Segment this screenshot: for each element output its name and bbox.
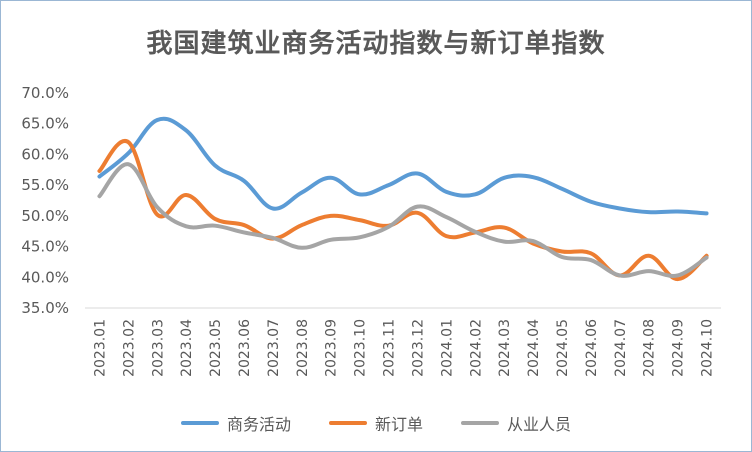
x-tick-label: 2023.10 (353, 319, 369, 377)
series-line (97, 162, 709, 278)
x-tick-label: 2024.06 (584, 319, 600, 377)
series-line (97, 116, 709, 216)
legend-swatch (180, 421, 219, 425)
x-tick-label: 2024.01 (439, 319, 455, 377)
x-tick-label: 2023.11 (382, 319, 398, 377)
x-tick-label: 2023.07 (266, 319, 282, 377)
legend-label: 商务活动 (226, 415, 291, 434)
x-tick-label: 2024.08 (642, 319, 658, 377)
legend-label: 从业人员 (507, 415, 572, 434)
x-tick-label: 2024.10 (700, 319, 716, 377)
x-tick-label: 2024.03 (497, 319, 513, 377)
x-tick-label: 2024.02 (468, 319, 484, 377)
y-tick-label: 45.0% (21, 238, 69, 256)
x-tick-label: 2024.07 (613, 319, 629, 377)
x-tick-label: 2023.03 (150, 319, 166, 377)
legend-item: 从业人员 (461, 411, 571, 435)
x-tick-label: 2023.06 (237, 319, 253, 377)
legend-swatch (328, 421, 367, 425)
x-tick-label: 2024.09 (671, 319, 687, 377)
x-tick-label: 2023.09 (324, 319, 340, 377)
y-tick-label: 50.0% (21, 207, 69, 225)
y-tick-label: 55.0% (21, 176, 69, 194)
y-tick-label: 70.0% (21, 84, 69, 102)
chart-legend: 商务活动 新订单 从业人员 (1, 411, 751, 435)
legend-label: 新订单 (374, 415, 423, 434)
y-tick-label: 60.0% (21, 145, 69, 163)
x-tick-label: 2023.05 (208, 319, 224, 377)
y-tick-label: 35.0% (21, 299, 69, 317)
legend-swatch (461, 421, 499, 425)
chart-title: 我国建筑业商务活动指数与新订单指数 (146, 29, 606, 59)
y-tick-label: 65.0% (21, 115, 69, 133)
x-tick-label: 2023.04 (179, 319, 195, 377)
x-tick-label: 2023.08 (295, 319, 311, 377)
y-tick-label: 40.0% (21, 268, 69, 286)
x-tick-label: 2023.02 (121, 319, 137, 377)
x-tick-label: 2024.04 (526, 319, 542, 377)
x-tick-label: 2024.05 (555, 319, 571, 377)
x-tick-label: 2023.12 (410, 319, 426, 377)
legend-item: 新订单 (328, 411, 423, 435)
series-line (97, 138, 709, 282)
legend-item: 商务活动 (180, 411, 291, 435)
x-tick-label: 2023.01 (92, 319, 108, 377)
